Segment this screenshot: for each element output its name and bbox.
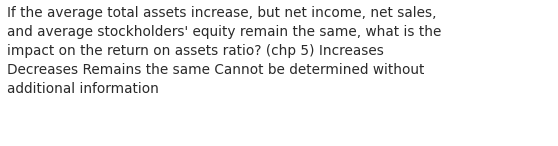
Text: If the average total assets increase, but net income, net sales,
and average sto: If the average total assets increase, bu…	[7, 6, 441, 96]
